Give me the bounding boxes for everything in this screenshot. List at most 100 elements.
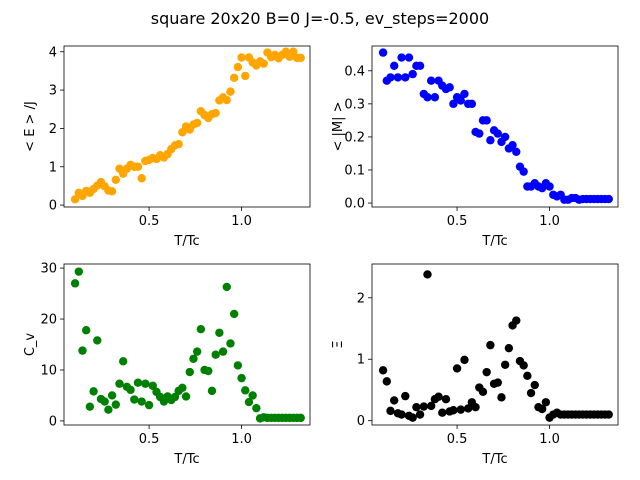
y-tick-label: 2: [357, 291, 365, 306]
data-point: [226, 87, 235, 96]
y-tick-label: 2: [49, 122, 57, 137]
data-point: [207, 386, 217, 396]
data-point: [486, 340, 495, 350]
data-point: [248, 391, 257, 400]
data-point: [233, 62, 243, 72]
data-point: [541, 398, 551, 407]
x-tick-label: 1.0: [231, 432, 252, 447]
y-tick-label: 3: [49, 84, 57, 99]
data-point: [93, 336, 102, 345]
axes-frame: [371, 263, 619, 426]
data-point: [445, 83, 454, 92]
data-point: [130, 395, 139, 404]
data-point: [137, 174, 146, 183]
data-point: [70, 279, 80, 288]
data-point: [185, 367, 194, 377]
x-tick-label: 0.5: [139, 214, 160, 229]
data-point: [196, 325, 206, 334]
data-point: [229, 309, 239, 319]
data-point: [478, 387, 488, 397]
subplot-1: 0.5 1.0 0 1 2 3 4 T/Tc < E > /J: [23, 45, 311, 249]
y-tick-label: 0.2: [344, 130, 365, 145]
data-point: [237, 53, 246, 62]
data-point: [460, 355, 469, 365]
data-point: [493, 129, 502, 138]
subplot-2: 0.5 1.0 0.0 0.1 0.2 0.3 0.4 T/Tc < |M| >: [331, 45, 619, 249]
data-point: [226, 339, 235, 348]
data-point: [218, 347, 228, 356]
data-point: [486, 136, 495, 145]
data-point: [211, 350, 220, 359]
data-point: [115, 379, 124, 388]
data-point: [252, 403, 261, 413]
data-point: [467, 99, 477, 109]
data-point: [211, 108, 220, 118]
data-point: [222, 95, 231, 105]
data-point: [111, 175, 120, 184]
data-point: [148, 381, 157, 390]
y-tick-label: 0.4: [344, 64, 365, 79]
x-axis-label: T/Tc: [173, 234, 199, 249]
y-tick-label: 0.1: [344, 163, 365, 178]
data-point: [386, 73, 395, 82]
y-tick-label: 0: [49, 414, 57, 429]
y-tick-label: 1: [357, 353, 365, 368]
data-point: [463, 404, 473, 413]
data-point: [89, 387, 98, 396]
data-point: [378, 48, 388, 57]
data-point: [229, 73, 239, 83]
data-point: [81, 326, 91, 335]
data-point: [378, 366, 388, 375]
data-point: [137, 397, 146, 406]
y-tick-label: 20: [40, 313, 57, 328]
data-point: [497, 393, 506, 402]
data-point: [500, 132, 510, 142]
x-axis-label: T/Tc: [481, 234, 507, 249]
data-point: [415, 410, 425, 419]
data-point: [426, 401, 436, 411]
y-tick-label: 1: [49, 160, 57, 175]
x-tick-label: 0.5: [139, 432, 160, 447]
data-point: [530, 380, 539, 390]
x-axis-label: T/Tc: [481, 452, 507, 467]
x-axis-label: T/Tc: [173, 452, 199, 467]
data-point: [222, 282, 231, 292]
subplot-grid: 0.5 1.0 0 1 2 3 4 T/Tc < E > /J 0.5 1.0 0.0 0.1 0.2 0.…: [23, 45, 619, 467]
x-tick-label: 1.0: [231, 214, 252, 229]
data-point: [386, 406, 395, 416]
data-point: [537, 404, 547, 414]
data-point: [141, 379, 150, 388]
y-axis-label: < E > /J: [23, 101, 38, 152]
data-point: [111, 400, 120, 409]
data-point: [133, 162, 143, 171]
data-point: [471, 402, 480, 412]
data-point: [523, 371, 532, 381]
y-tick-label: 0: [49, 199, 57, 214]
data-point: [237, 373, 246, 383]
data-point: [449, 99, 458, 109]
data-point: [456, 96, 465, 105]
data-point: [456, 405, 465, 414]
data-point: [74, 267, 83, 276]
y-tick-label: 4: [49, 45, 57, 60]
data-point: [118, 357, 128, 366]
data-point: [393, 73, 403, 82]
data-point: [401, 73, 410, 82]
data-point: [508, 140, 517, 150]
data-point: [107, 391, 117, 400]
data-point: [430, 93, 440, 102]
data-point: [408, 69, 417, 79]
subplot-4: 0.5 1.0 0 1 2 T/Tc Ξ: [331, 263, 619, 467]
y-axis-label: < |M| >: [331, 101, 346, 151]
data-point: [452, 364, 462, 373]
data-point: [434, 392, 443, 401]
x-tick-label: 0.5: [447, 432, 468, 447]
data-point: [397, 410, 406, 419]
data-point: [204, 366, 213, 376]
data-point: [70, 195, 80, 204]
data-point: [482, 367, 491, 377]
y-tick-label: 0.0: [344, 197, 365, 212]
x-tick-label: 1.0: [539, 432, 560, 447]
y-tick-label: 0.3: [344, 97, 365, 112]
